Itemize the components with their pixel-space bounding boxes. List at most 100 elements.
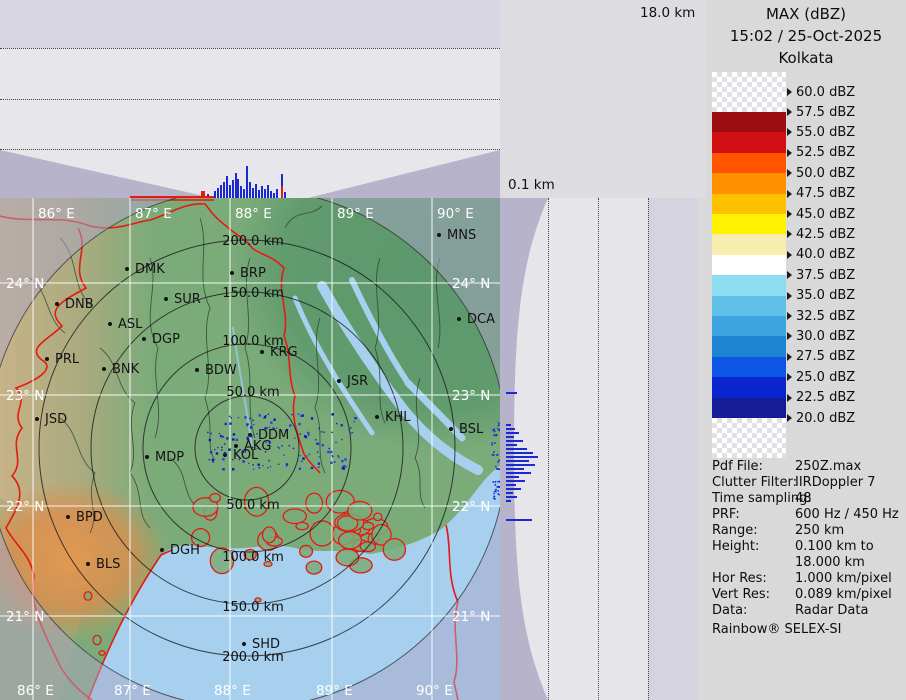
map-echoes [207,413,501,500]
city-dot [457,317,461,321]
map-labels: 86° E 86° E 87° E 87° E 88° E 88° E 89° E 89° E… [6,206,495,699]
echo-pixel [244,451,246,453]
lon-label: 86° E [17,683,54,699]
city-label: AKG [244,439,272,454]
city-dot [35,417,39,421]
island-outline [347,500,373,521]
tick-arrow-icon [787,352,792,361]
echo-spike [506,428,515,430]
right-profile-blindzone [500,198,548,700]
echo-spike [240,186,242,198]
echo-pixel [210,432,212,435]
colorbar-band [712,316,786,337]
echo-spike [506,496,517,498]
colorbar-tick: 60.0 dBZ [787,85,855,100]
colorbar-tick: 52.5 dBZ [787,145,855,160]
echo-pixel [497,485,499,488]
echo-pixel [267,467,269,469]
echo-pixel [332,456,334,458]
echo-pixel [316,442,319,445]
echo-pixel [252,419,254,422]
info-value: 48 [795,491,812,506]
colorbar-tick: 27.5 dBZ [787,349,855,364]
info-value: Radar Data [795,603,869,618]
echo-pixel [268,426,271,428]
echo-pixel [251,436,253,438]
colorbar-band-under-20 [712,418,786,458]
echo-pixel [496,468,498,470]
echo-pixel [291,413,293,416]
echo-spike [506,476,519,478]
info-label: Hor Res: [712,571,767,586]
lon-label: 89° E [316,683,353,699]
island-outline [209,547,235,575]
city-dot [164,297,168,301]
echo-pixel [494,490,497,493]
latlon-grid [0,198,500,700]
echo-spike [276,189,278,198]
city-dot [260,350,264,354]
echo-pixel [252,464,254,466]
echo-pixel [222,436,225,438]
echo-pixel [226,437,229,440]
echo-pixel [241,450,245,454]
echo-spike [506,464,535,466]
echo-pixel [491,443,493,446]
echo-spike [506,500,511,502]
echo-pixel [497,461,500,463]
echo-pixel [491,441,493,444]
echo-spike [506,424,511,426]
colorbar-band [712,214,786,235]
echo-pixel [493,430,496,433]
colorbar-tick: 22.5 dBZ [787,390,855,405]
echo-pixel [329,450,333,454]
echo-pixel [497,480,499,483]
city-label: ASL [118,317,143,332]
city-label: BNK [112,362,140,377]
tick-value: 25.0 dBZ [796,369,856,385]
echo-pixel [497,493,500,495]
city-label: BDW [205,363,237,378]
info-label: Pdf File: [712,459,763,474]
echo-pixel [256,433,258,435]
city-dot [437,233,441,237]
lat-label: 21° N [452,609,490,625]
city-label: DDM [258,428,289,443]
echo-pixel [310,466,314,470]
echo-spike [284,192,286,198]
echo-spike [506,452,533,454]
echo-pixel [354,416,357,420]
echo-pixel [497,424,500,427]
echo-pixel [497,422,500,424]
echo-spike [246,166,248,198]
lon-label: 89° E [337,206,374,222]
island-outline [305,560,323,575]
city-label: SUR [174,292,201,307]
echo-pixel [492,481,495,483]
range-ring-label: 50.0 km [226,498,279,513]
info-value: 250Z.max [795,459,862,474]
echo-pixel [310,417,314,420]
range-ring-label: 200.0 km [222,234,284,249]
echo-spike [506,468,524,470]
lon-label: 87° E [114,683,151,699]
echo-pixel [337,455,339,457]
echo-spike [506,472,531,474]
tick-arrow-icon [787,169,792,178]
echo-pixel [335,422,338,425]
height-gridline [648,198,649,700]
radar-map-canvas: 86° E 86° E 87° E 87° E 88° E 88° E 89° E 89° E… [0,93,650,700]
city-label: PRL [55,352,80,367]
echo-pixel [496,454,499,456]
echo-pixel [244,416,247,419]
echo-pixel [493,495,496,498]
info-row: Hor Res: 1.000 km/pixel [712,571,904,587]
profile-axis-corner: 18.0 km 0.1 km [500,0,706,198]
echo-pixel [328,447,330,450]
echo-pixel [297,413,299,415]
island-outline [295,521,309,531]
info-value: 1.000 km/pixel [795,571,892,586]
city-label: KHL [385,410,411,425]
echo-pixel [281,445,283,447]
